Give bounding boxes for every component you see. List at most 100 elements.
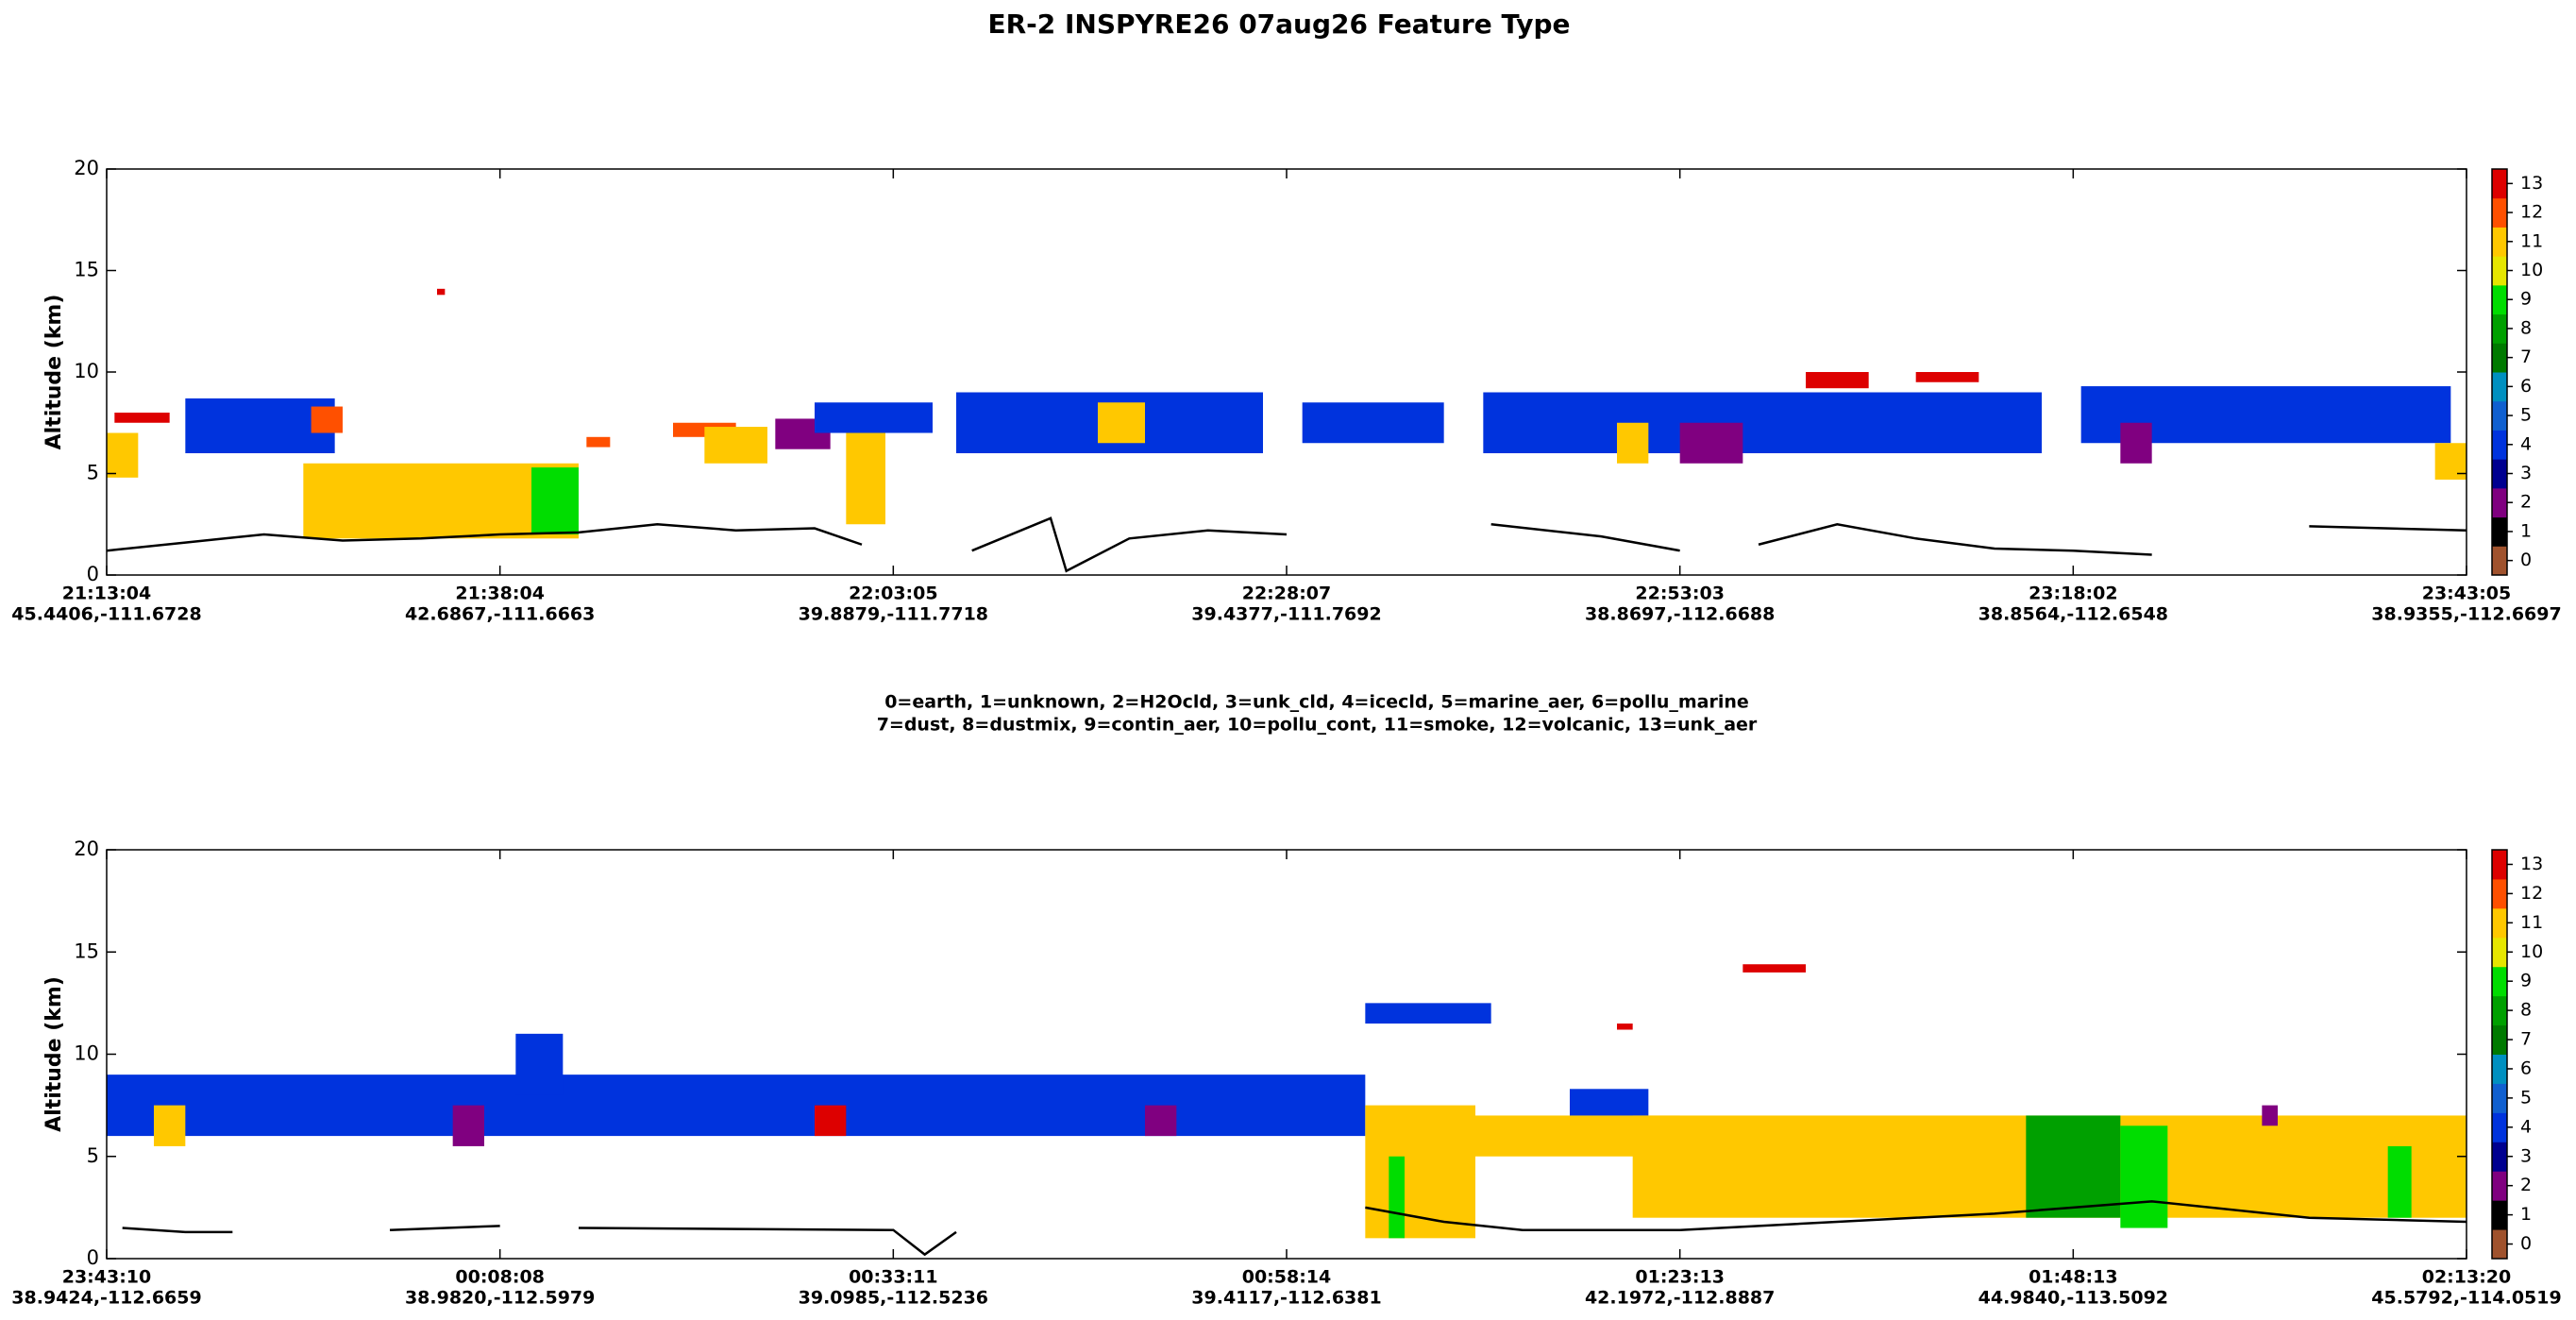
feature <box>2026 1115 2121 1218</box>
x-tick-label: 02:13:20 <box>2422 1267 2512 1288</box>
surface-line <box>389 1225 500 1231</box>
x-tick-label: 01:48:13 <box>2029 1267 2118 1288</box>
x-tick-coord: 38.8564,-112.6548 <box>1978 604 2168 625</box>
colorbar-cell <box>2492 313 2507 344</box>
colorbar-frame <box>2491 168 2508 576</box>
feature <box>2120 422 2152 464</box>
feature <box>815 402 933 433</box>
feature <box>1302 402 1444 444</box>
x-tick-coord: 39.0985,-112.5236 <box>799 1288 988 1309</box>
x-tick-label: 22:53:03 <box>1635 584 1725 604</box>
y-tick-label: 20 <box>74 157 99 179</box>
x-tick-coord: 38.8697,-112.6688 <box>1585 604 1775 625</box>
colorbar-label: 13 <box>2520 854 2543 874</box>
colorbar-label: 6 <box>2520 376 2532 397</box>
surface-line <box>1758 522 2152 556</box>
feature <box>1389 1156 1405 1239</box>
x-tick-label: 00:58:14 <box>1242 1267 1332 1288</box>
colorbar-label: 8 <box>2520 317 2532 338</box>
colorbar-cell <box>2492 343 2507 373</box>
x-tick-coord: 38.9820,-112.5979 <box>405 1288 595 1309</box>
y-tick-label: 0 <box>87 1246 99 1269</box>
colorbar-cell <box>2492 487 2507 518</box>
feature <box>2120 1125 2168 1228</box>
feature <box>1365 1105 1475 1239</box>
x-tick-coord: 45.5792,-114.0519 <box>2371 1288 2561 1309</box>
x-tick-coord: 39.4117,-112.6381 <box>1191 1288 1381 1309</box>
colorbar-cell <box>2492 850 2507 880</box>
feature <box>311 406 343 433</box>
feature <box>1679 422 1743 464</box>
colorbar-label: 1 <box>2520 1204 2532 1225</box>
y-tick-label: 10 <box>74 360 99 382</box>
feature <box>1098 402 1145 444</box>
colorbar-cell <box>2492 372 2507 402</box>
x-tick-coord: 38.9424,-112.6659 <box>11 1288 201 1309</box>
x-tick-coord: 39.4377,-111.7692 <box>1191 604 1381 625</box>
colorbar-label: 2 <box>2520 492 2532 513</box>
colorbar-cell <box>2492 256 2507 286</box>
colorbar-label: 1 <box>2520 520 2532 541</box>
feature <box>1145 1105 1177 1137</box>
feature <box>1806 372 1869 389</box>
x-tick-label: 01:23:13 <box>1635 1267 1725 1288</box>
y-tick-label: 15 <box>74 939 99 962</box>
colorbar-label: 4 <box>2520 433 2532 454</box>
feature <box>1915 372 1979 382</box>
colorbar-label: 5 <box>2520 1087 2532 1108</box>
x-tick-coord: 38.9355,-112.6697 <box>2371 604 2561 625</box>
colorbar-cell <box>2492 995 2507 1026</box>
x-tick-label: 22:03:05 <box>849 584 938 604</box>
surface-line <box>122 1227 233 1234</box>
y-tick-label: 5 <box>87 462 99 484</box>
colorbar-label: 9 <box>2520 971 2532 991</box>
y-tick-label: 15 <box>74 259 99 281</box>
colorbar-cell <box>2492 878 2507 909</box>
surface-line <box>2309 525 2467 532</box>
x-tick-coord: 45.4406,-111.6728 <box>11 604 201 625</box>
legend-text: 0=earth, 1=unknown, 2=H2Ocld, 3=unk_cld,… <box>884 692 1749 713</box>
colorbar-label: 0 <box>2520 550 2532 570</box>
x-tick-label: 22:28:07 <box>1242 584 1332 604</box>
y-tick-label: 5 <box>87 1144 99 1167</box>
colorbar-cell <box>2492 1083 2507 1113</box>
feature <box>452 1105 484 1146</box>
colorbar-label: 10 <box>2520 260 2543 280</box>
colorbar-cell <box>2492 1200 2507 1230</box>
colorbar-cell <box>2492 430 2507 460</box>
x-tick-label: 23:43:05 <box>2422 584 2512 604</box>
colorbar-label: 3 <box>2520 1145 2532 1166</box>
colorbar-label: 11 <box>2520 912 2543 933</box>
colorbar-cell <box>2492 197 2507 228</box>
x-tick-coord: 44.9840,-113.5092 <box>1978 1288 2168 1309</box>
colorbar-cell <box>2492 546 2507 576</box>
x-tick-label: 21:38:04 <box>455 584 545 604</box>
colorbar-cell <box>2492 516 2507 547</box>
feature <box>815 1105 847 1137</box>
surface-line <box>106 522 863 552</box>
legend-text: 7=dust, 8=dustmix, 9=contin_aer, 10=poll… <box>877 715 1758 736</box>
x-tick-coord: 42.6867,-111.6663 <box>405 604 595 625</box>
colorbar-cell <box>2492 1054 2507 1084</box>
colorbar-label: 10 <box>2520 941 2543 962</box>
feature <box>437 288 446 296</box>
colorbar-frame <box>2491 849 2508 1260</box>
surface-line <box>1365 1200 2467 1231</box>
x-tick-coord: 39.8879,-111.7718 <box>799 604 988 625</box>
colorbar-label: 6 <box>2520 1058 2532 1078</box>
feature <box>1483 392 2042 453</box>
colorbar-label: 12 <box>2520 883 2543 904</box>
surface-line <box>578 1227 957 1257</box>
feature <box>185 398 335 453</box>
feature <box>704 427 767 464</box>
colorbar-cell <box>2492 400 2507 431</box>
y-tick-label: 20 <box>74 838 99 860</box>
colorbar-label: 3 <box>2520 463 2532 483</box>
colorbar-cell <box>2492 1112 2507 1142</box>
colorbar-label: 13 <box>2520 173 2543 194</box>
feature <box>154 1105 186 1146</box>
feature <box>1365 1003 1491 1024</box>
feature <box>1570 1089 1649 1116</box>
colorbar-cell <box>2492 1142 2507 1172</box>
colorbar-label: 11 <box>2520 230 2543 251</box>
